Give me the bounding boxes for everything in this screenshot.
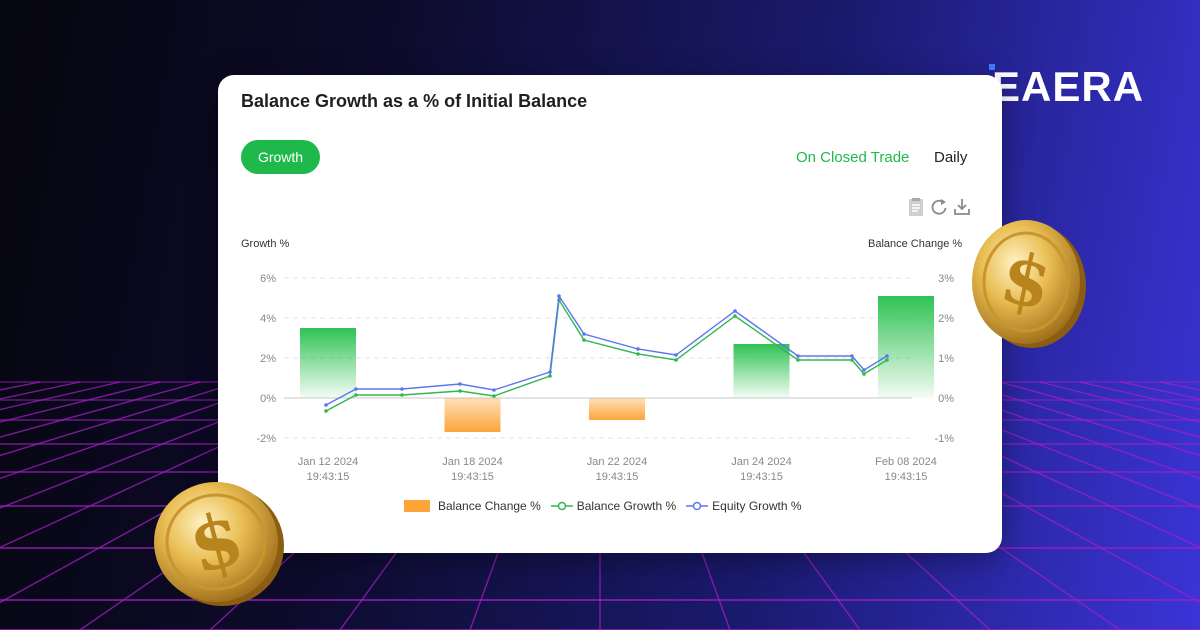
- on-closed-trade-option[interactable]: On Closed Trade: [796, 149, 910, 166]
- legend-label: Equity Growth %: [712, 499, 802, 513]
- x-tick-label: Jan 18 2024: [442, 456, 503, 468]
- y2-tick-label: 3%: [938, 273, 954, 285]
- chart-card: Balance Growth as a % of Initial Balance…: [218, 75, 1002, 553]
- y-tick-label: -2%: [256, 433, 276, 445]
- grid-line: [0, 381, 321, 509]
- balance-growth-point: [885, 358, 889, 362]
- balance-growth-point: [400, 393, 404, 397]
- legend-label: Balance Growth %: [576, 499, 677, 513]
- balance-growth-point: [354, 393, 358, 397]
- x-tick-label: Feb 08 2024: [875, 456, 937, 468]
- equity-growth-point: [557, 294, 561, 298]
- balance-growth-point: [796, 358, 800, 362]
- grid-line: [959, 381, 1200, 457]
- equity-growth-point: [582, 332, 586, 336]
- x-tick-label: 19:43:15: [885, 471, 928, 483]
- equity-growth-line: [325, 294, 888, 406]
- x-tick-label: Jan 22 2024: [587, 456, 648, 468]
- equity-growth-point: [458, 382, 462, 386]
- equity-growth-point: [400, 387, 404, 391]
- x-tick-label: 19:43:15: [451, 471, 494, 483]
- y2-tick-label: -1%: [934, 433, 954, 445]
- chart-legend: Balance Change % Balance Growth % Equity…: [404, 499, 812, 513]
- legend-balance-change[interactable]: Balance Change %: [404, 499, 541, 513]
- legend-equity-growth[interactable]: Equity Growth %: [686, 499, 802, 513]
- y-tick-label: 2%: [260, 353, 276, 365]
- y2-tick-label: 2%: [938, 313, 954, 325]
- refresh-icon[interactable]: [929, 197, 949, 217]
- x-tick-label: 19:43:15: [596, 471, 639, 483]
- y-tick-label: 0%: [260, 393, 276, 405]
- grid-line: [0, 381, 241, 457]
- balance-change-bar: [300, 328, 356, 398]
- balance-change-bar: [589, 398, 645, 420]
- balance-change-bar: [878, 296, 934, 398]
- legend-bar-swatch: [404, 500, 430, 512]
- y-tick-label: 4%: [260, 313, 276, 325]
- equity-growth-point: [492, 388, 496, 392]
- grid-line: [0, 381, 281, 480]
- grid-line: [0, 381, 201, 438]
- dollar-coin-icon: $: [972, 220, 1086, 348]
- balance-change-bar: [444, 398, 501, 432]
- daily-option[interactable]: Daily: [934, 149, 968, 166]
- growth-button[interactable]: Growth: [241, 140, 320, 174]
- legend-label: Balance Change %: [438, 499, 541, 513]
- balance-growth-point: [324, 409, 328, 413]
- grid-line: [919, 381, 1200, 480]
- balance-growth-point: [582, 338, 586, 342]
- balance-growth-point: [733, 314, 737, 318]
- brand-name: EAERA: [992, 63, 1145, 110]
- y2-tick-label: 0%: [938, 393, 954, 405]
- legend-green-line-swatch: [550, 501, 573, 511]
- balance-change-bar: [733, 344, 790, 398]
- balance-growth-point: [850, 358, 854, 362]
- equity-growth-point: [796, 354, 800, 358]
- x-tick-label: 19:43:15: [740, 471, 783, 483]
- chart-plot: 6% 4% 2% 0% -2% 3% 2% 1% 0% -1% Jan 12 2024 19:43:1…: [256, 273, 954, 483]
- y-tick-label: 6%: [260, 273, 276, 285]
- equity-growth-point: [850, 354, 854, 358]
- brand-logo: EAERA: [989, 62, 1145, 112]
- grid-line: [999, 381, 1200, 438]
- chart-title: Balance Growth as a % of Initial Balance: [241, 91, 588, 111]
- equity-growth-point: [885, 354, 889, 358]
- balance-growth-point: [548, 374, 552, 378]
- x-tick-label: Jan 24 2024: [731, 456, 792, 468]
- balance-growth-point: [862, 372, 866, 376]
- legend-balance-growth[interactable]: Balance Growth %: [550, 499, 677, 513]
- x-tick-label: Jan 12 2024: [298, 456, 359, 468]
- equity-growth-point: [674, 353, 678, 357]
- x-tick-label: 19:43:15: [307, 471, 350, 483]
- balance-growth-point: [458, 389, 462, 393]
- equity-growth-point: [324, 403, 328, 407]
- y-axis-right-title: Balance Change %: [868, 238, 963, 250]
- equity-growth-point: [733, 309, 737, 313]
- balance-growth-point: [636, 352, 640, 356]
- download-icon[interactable]: [952, 197, 972, 217]
- equity-growth-point: [548, 370, 552, 374]
- balance-growth-point: [674, 358, 678, 362]
- data-view-icon[interactable]: [906, 197, 926, 217]
- equity-growth-point: [354, 387, 358, 391]
- equity-growth-point: [636, 347, 640, 351]
- legend-blue-line-swatch: [686, 501, 709, 511]
- y2-tick-label: 1%: [938, 353, 954, 365]
- balance-growth-point: [492, 394, 496, 398]
- equity-growth-point: [862, 368, 866, 372]
- dollar-coin-icon: $: [154, 482, 284, 606]
- y-axis-left-title: Growth %: [241, 238, 290, 250]
